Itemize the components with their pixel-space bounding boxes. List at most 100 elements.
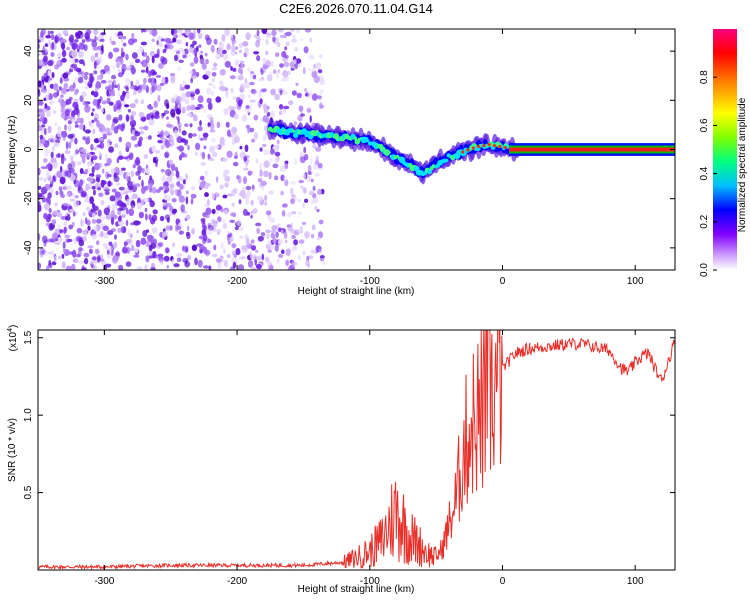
noise-speckle <box>268 190 274 195</box>
noise-speckle <box>282 203 288 208</box>
noise-speckle <box>156 48 160 56</box>
noise-speckle <box>84 168 89 174</box>
noise-speckle <box>171 198 177 203</box>
noise-speckle <box>219 53 224 58</box>
noise-speckle <box>194 151 198 156</box>
noise-speckle <box>57 236 63 243</box>
noise-speckle <box>260 69 264 76</box>
noise-speckle <box>177 66 182 72</box>
noise-speckle <box>166 265 169 269</box>
noise-speckle <box>217 265 221 269</box>
noise-speckle <box>286 212 292 218</box>
noise-speckle <box>172 29 178 35</box>
trace-peak <box>466 148 470 152</box>
noise-speckle <box>259 147 263 152</box>
noise-speckle <box>62 136 66 141</box>
snr-y-axis: 0.5 1.0 1.5 <box>23 330 675 500</box>
noise-speckle <box>73 66 79 72</box>
noise-speckle <box>106 89 110 97</box>
noise-speckle <box>255 158 259 164</box>
noise-speckle <box>191 96 195 100</box>
noise-speckle <box>170 188 174 196</box>
noise-speckle <box>297 199 302 203</box>
noise-speckle <box>272 237 277 245</box>
noise-speckle <box>298 211 302 216</box>
noise-speckle <box>93 61 97 70</box>
noise-speckle <box>145 255 150 263</box>
noise-speckle <box>271 225 278 231</box>
noise-speckle <box>62 241 66 249</box>
noise-speckle <box>266 233 270 240</box>
noise-speckle <box>120 202 127 211</box>
noise-speckle <box>290 222 293 227</box>
noise-speckle <box>66 169 72 178</box>
noise-speckle <box>180 152 186 158</box>
noise-speckle <box>53 92 59 98</box>
noise-speckle <box>275 231 279 238</box>
noise-speckle <box>41 196 46 203</box>
noise-speckle <box>47 125 52 134</box>
noise-speckle <box>253 131 258 140</box>
noise-speckle <box>194 114 199 122</box>
noise-speckle <box>48 77 53 81</box>
noise-speckle <box>205 70 211 76</box>
noise-speckle <box>90 208 96 212</box>
noise-speckle <box>81 231 89 238</box>
noise-speckle <box>118 136 123 143</box>
noise-speckle <box>201 180 206 185</box>
figure-title: C2E6.2026.070.11.04.G14 <box>279 1 433 16</box>
noise-speckle <box>183 179 186 185</box>
noise-speckle <box>237 99 242 107</box>
noise-speckle <box>125 174 129 181</box>
noise-speckle <box>91 234 97 240</box>
noise-speckle <box>46 94 50 102</box>
noise-speckle <box>304 198 309 203</box>
noise-speckle <box>129 233 133 239</box>
noise-speckle <box>102 225 110 231</box>
noise-speckle <box>214 209 220 215</box>
noise-speckle <box>176 136 183 144</box>
noise-speckle <box>93 29 99 36</box>
noise-speckle <box>78 239 85 247</box>
noise-speckle <box>274 93 280 101</box>
noise-speckle <box>164 214 171 221</box>
noise-speckle <box>122 210 126 216</box>
noise-speckle <box>92 128 96 135</box>
noise-speckle <box>222 194 228 199</box>
noise-speckle <box>141 52 148 57</box>
noise-speckle <box>197 103 203 108</box>
noise-speckle <box>173 263 180 268</box>
noise-speckle <box>259 98 263 105</box>
noise-speckle <box>46 265 49 270</box>
noise-speckle <box>270 232 276 239</box>
noise-speckle <box>189 46 193 53</box>
noise-speckle <box>140 69 146 73</box>
noise-speckle <box>194 52 198 57</box>
noise-speckle <box>44 202 50 211</box>
noise-speckle <box>211 208 216 215</box>
noise-speckle <box>129 247 135 251</box>
noise-speckle <box>198 51 201 56</box>
noise-speckle <box>269 217 276 223</box>
noise-speckle <box>113 126 119 134</box>
noise-speckle <box>313 63 316 69</box>
noise-speckle <box>215 258 222 263</box>
noise-speckle <box>308 68 311 72</box>
noise-speckle <box>163 110 170 115</box>
svg-text:(x104): (x104) <box>7 325 19 352</box>
noise-speckle <box>190 77 193 84</box>
noise-speckle <box>250 88 256 94</box>
noise-speckle <box>205 214 210 219</box>
noise-speckle <box>140 237 147 245</box>
noise-speckle <box>273 69 277 74</box>
noise-speckle <box>224 60 231 68</box>
noise-speckle <box>80 191 87 198</box>
noise-speckle <box>50 30 54 34</box>
noise-speckle <box>63 221 68 226</box>
noise-speckle <box>100 254 104 260</box>
noise-speckle <box>159 131 164 139</box>
noise-speckle <box>191 244 198 252</box>
noise-speckle <box>247 189 251 197</box>
noise-speckle <box>144 264 148 270</box>
noise-speckle <box>281 210 286 217</box>
